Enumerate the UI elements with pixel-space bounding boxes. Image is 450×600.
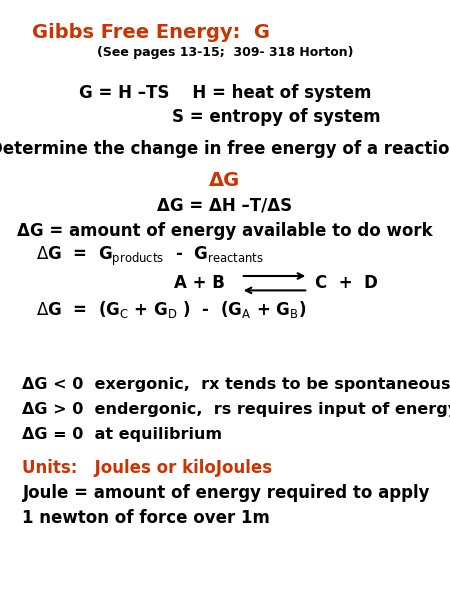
Text: A + B: A + B [174,274,225,292]
Text: ΔG = amount of energy available to do work: ΔG = amount of energy available to do wo… [17,222,433,240]
Text: G = H –TS    H = heat of system: G = H –TS H = heat of system [79,84,371,102]
Text: ΔG: ΔG [209,170,241,190]
Text: ΔG = 0  at equilibrium: ΔG = 0 at equilibrium [22,427,222,442]
Text: Joule = amount of energy required to apply: Joule = amount of energy required to app… [22,484,430,502]
Text: 1 newton of force over 1m: 1 newton of force over 1m [22,509,270,527]
Text: ΔG < 0  exergonic,  rx tends to be spontaneous: ΔG < 0 exergonic, rx tends to be spontan… [22,377,450,391]
Text: $\Delta$G  =  G$_{\rm products}$  -  G$_{\rm reactants}$: $\Delta$G = G$_{\rm products}$ - G$_{\rm… [36,245,264,268]
Text: ΔG = ΔH –T/ΔS: ΔG = ΔH –T/ΔS [158,196,292,214]
Text: Units:   Joules or kiloJoules: Units: Joules or kiloJoules [22,459,273,477]
Text: $\Delta$G  =  (G$_{\rm C}$ + G$_{\rm D}$ )  -  (G$_{\rm A}$ + G$_{\rm B}$): $\Delta$G = (G$_{\rm C}$ + G$_{\rm D}$ )… [36,299,306,320]
Text: S = entropy of system: S = entropy of system [172,108,381,126]
Text: (See pages 13-15;  309- 318 Horton): (See pages 13-15; 309- 318 Horton) [97,46,353,59]
Text: ΔG > 0  endergonic,  rs requires input of energy: ΔG > 0 endergonic, rs requires input of … [22,402,450,416]
Text: Determine the change in free energy of a reaction: Determine the change in free energy of a… [0,140,450,158]
Text: Gibbs Free Energy:  G: Gibbs Free Energy: G [32,23,270,43]
Text: C  +  D: C + D [315,274,378,292]
